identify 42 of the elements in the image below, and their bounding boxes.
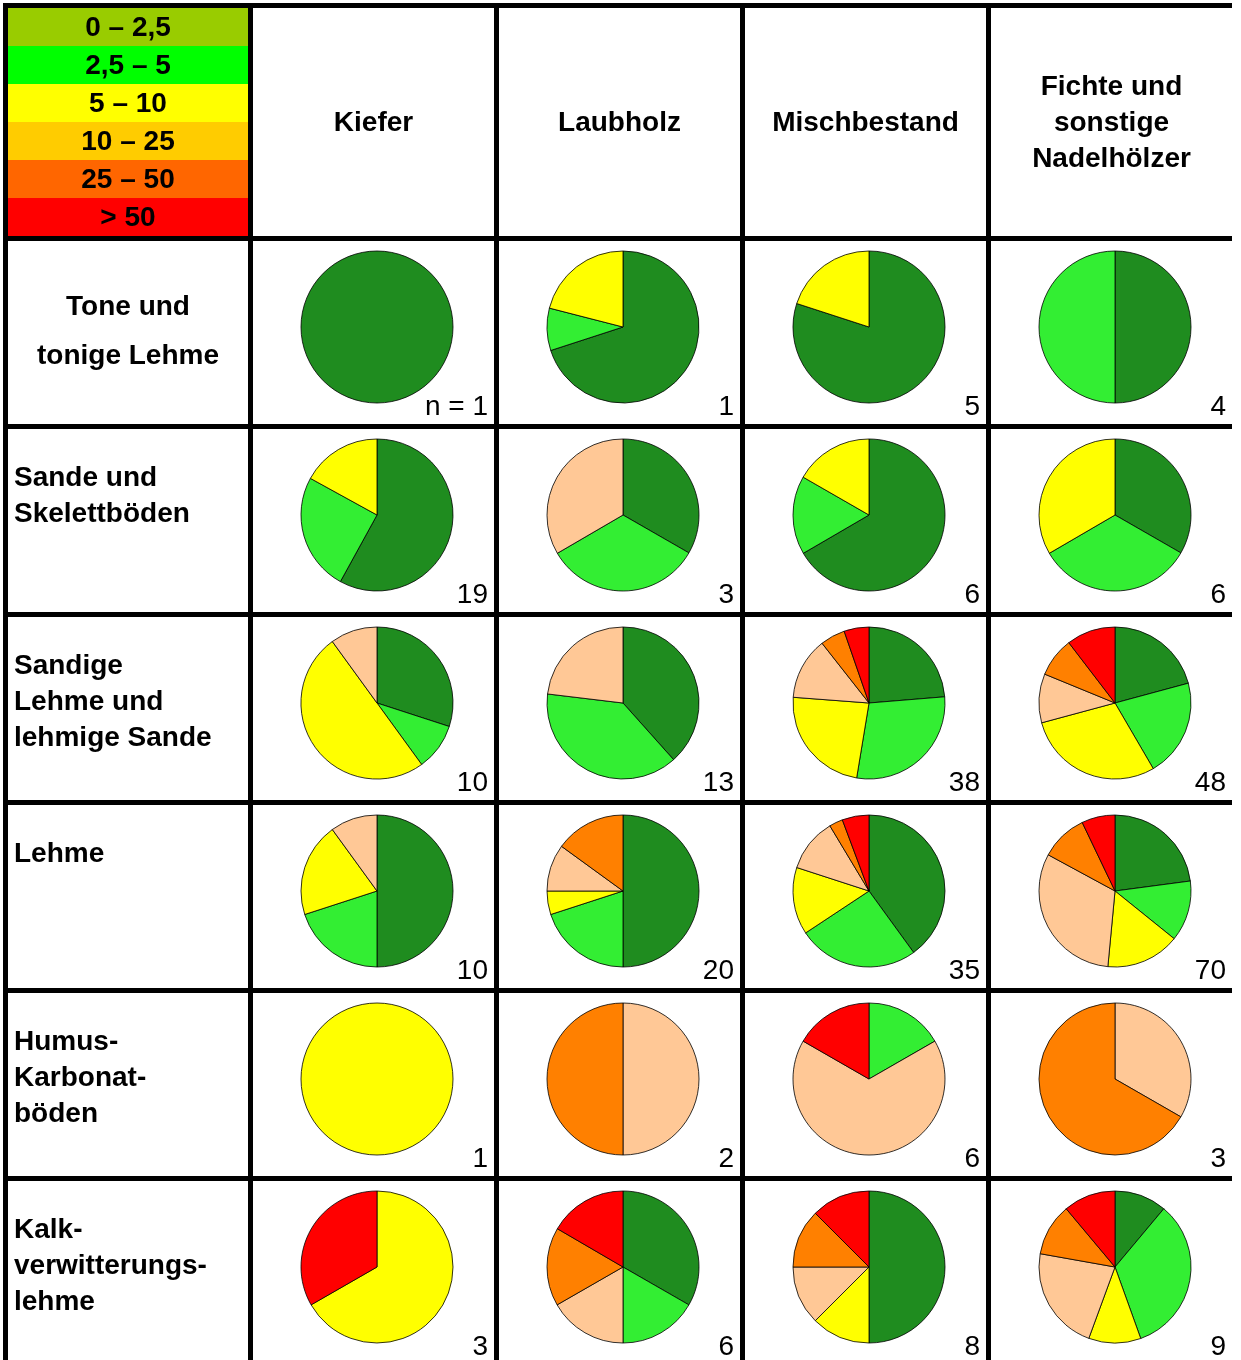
category-label: Fichte und sonstige Nadelhölzer (991, 8, 1232, 236)
category-label: 25 – 50 (8, 160, 248, 198)
category-label: 5 – 10 (8, 84, 248, 122)
category-label: Mischbestand (745, 8, 986, 236)
category-label: Sandige Lehme und lehmige Sande (14, 649, 212, 752)
text: 2 (718, 1142, 734, 1174)
text: 9 (1210, 1330, 1226, 1360)
text: 10 (456, 954, 488, 986)
pie-slice (550, 250, 700, 404)
pie-slice (792, 250, 946, 404)
text: 4 (1210, 390, 1226, 422)
category-label: Lehme (14, 837, 105, 868)
category-label: Sande und Skelettböden (14, 461, 190, 528)
text: 1 (718, 390, 734, 422)
text: 48 (1194, 766, 1226, 798)
text: 3 (472, 1330, 488, 1360)
text: 13 (702, 766, 734, 798)
text: 3 (718, 578, 734, 610)
text: 20 (702, 954, 734, 986)
text: 6 (1210, 578, 1226, 610)
text: 1 (472, 1142, 488, 1174)
category-label: Kiefer (253, 8, 494, 236)
text: 5 (964, 390, 980, 422)
text: n = 1 (424, 390, 488, 422)
text: 35 (948, 954, 980, 986)
text: 70 (1194, 954, 1226, 986)
text: 3 (1210, 1142, 1226, 1174)
text: 10 (456, 766, 488, 798)
text: 6 (964, 1142, 980, 1174)
text: 38 (948, 766, 980, 798)
category-label: > 50 (8, 198, 248, 236)
category-label: 2,5 – 5 (8, 46, 248, 84)
text: 8 (964, 1330, 980, 1360)
category-label: 0 – 2,5 (8, 8, 248, 46)
text: 6 (964, 578, 980, 610)
text: 19 (456, 578, 488, 610)
category-label: Kalk- verwitterungs- lehme (14, 1213, 207, 1316)
category-label: Laubholz (499, 8, 740, 236)
category-label: 10 – 25 (8, 122, 248, 160)
text: 6 (718, 1330, 734, 1360)
category-label: Tone und tonige Lehme (36, 290, 219, 370)
category-label: Humus- Karbonat- böden (14, 1025, 147, 1128)
